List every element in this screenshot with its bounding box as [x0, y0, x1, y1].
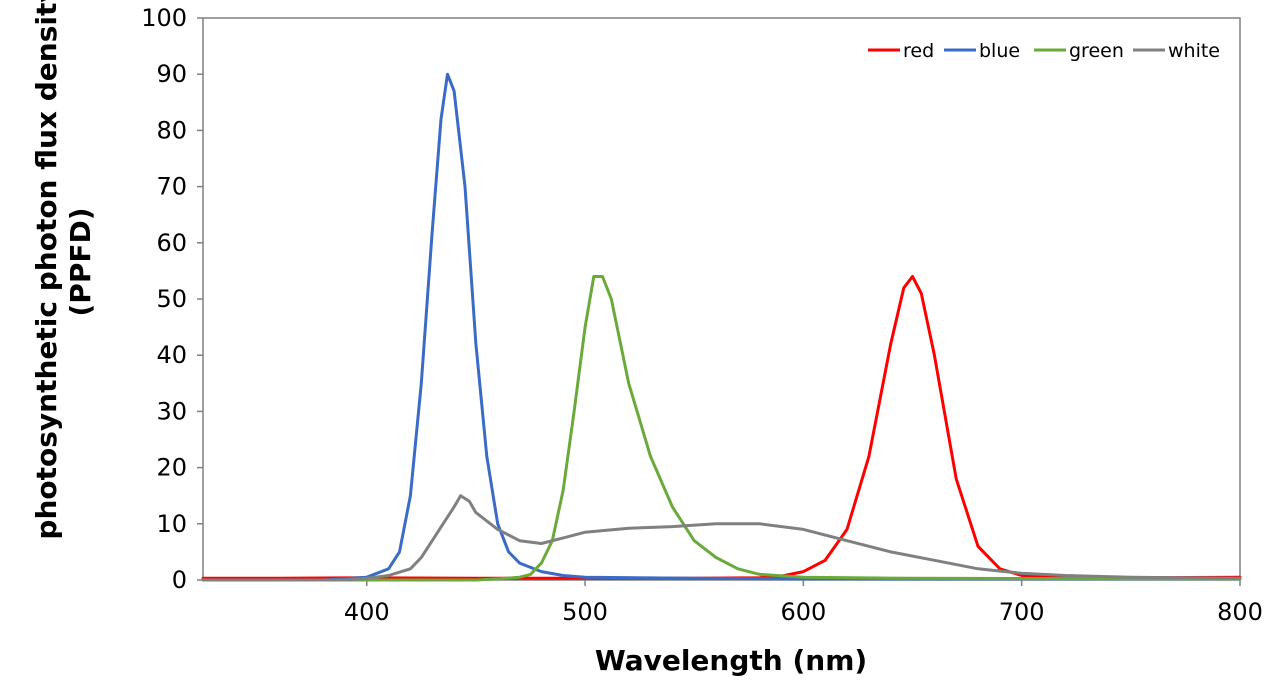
legend-label-red: red: [903, 40, 934, 62]
x-axis-ticks: 400 500 600 700 800: [344, 580, 1263, 626]
y-tick-label: 80: [156, 116, 187, 144]
y-tick-label: 10: [156, 510, 187, 538]
x-tick-label: 600: [780, 598, 826, 626]
x-tick-label: 400: [344, 598, 390, 626]
series-lines: [201, 72, 1242, 582]
x-tick-label: 700: [999, 598, 1045, 626]
y-tick-label: 90: [156, 60, 187, 88]
y-tick-label: 100: [141, 4, 187, 32]
y-axis-ticks: 0 10 20 30 40 50 60 70 80 90 100: [141, 4, 203, 594]
y-tick-label: 40: [156, 341, 187, 369]
x-tick-label: 500: [562, 598, 608, 626]
series-line-white: [201, 494, 1242, 582]
series-line-blue: [201, 72, 1242, 582]
x-tick-label: 800: [1217, 598, 1263, 626]
legend-label-green: green: [1069, 40, 1124, 62]
series-line-red: [201, 275, 1242, 580]
legend-label-white: white: [1168, 40, 1220, 62]
y-tick-label: 60: [156, 229, 187, 257]
x-axis-title: Wavelength (nm): [595, 644, 867, 677]
series-line-green: [201, 275, 1242, 582]
plot-area: [202, 17, 1241, 581]
plot-border: [202, 17, 1241, 581]
y-axis-title: photosynthetic photon flux density (PPFD…: [30, 0, 97, 540]
y-tick-label: 30: [156, 397, 187, 425]
y-tick-label: 70: [156, 173, 187, 201]
y-tick-label: 0: [172, 566, 187, 594]
y-axis-title-line-1: photosynthetic photon flux density: [30, 0, 63, 540]
legend-label-blue: blue: [979, 40, 1020, 62]
legend: red blue green white: [868, 40, 1220, 62]
y-axis-title-line-2: (PPFD): [64, 207, 97, 316]
y-tick-label: 20: [156, 454, 187, 482]
y-tick-label: 50: [156, 285, 187, 313]
